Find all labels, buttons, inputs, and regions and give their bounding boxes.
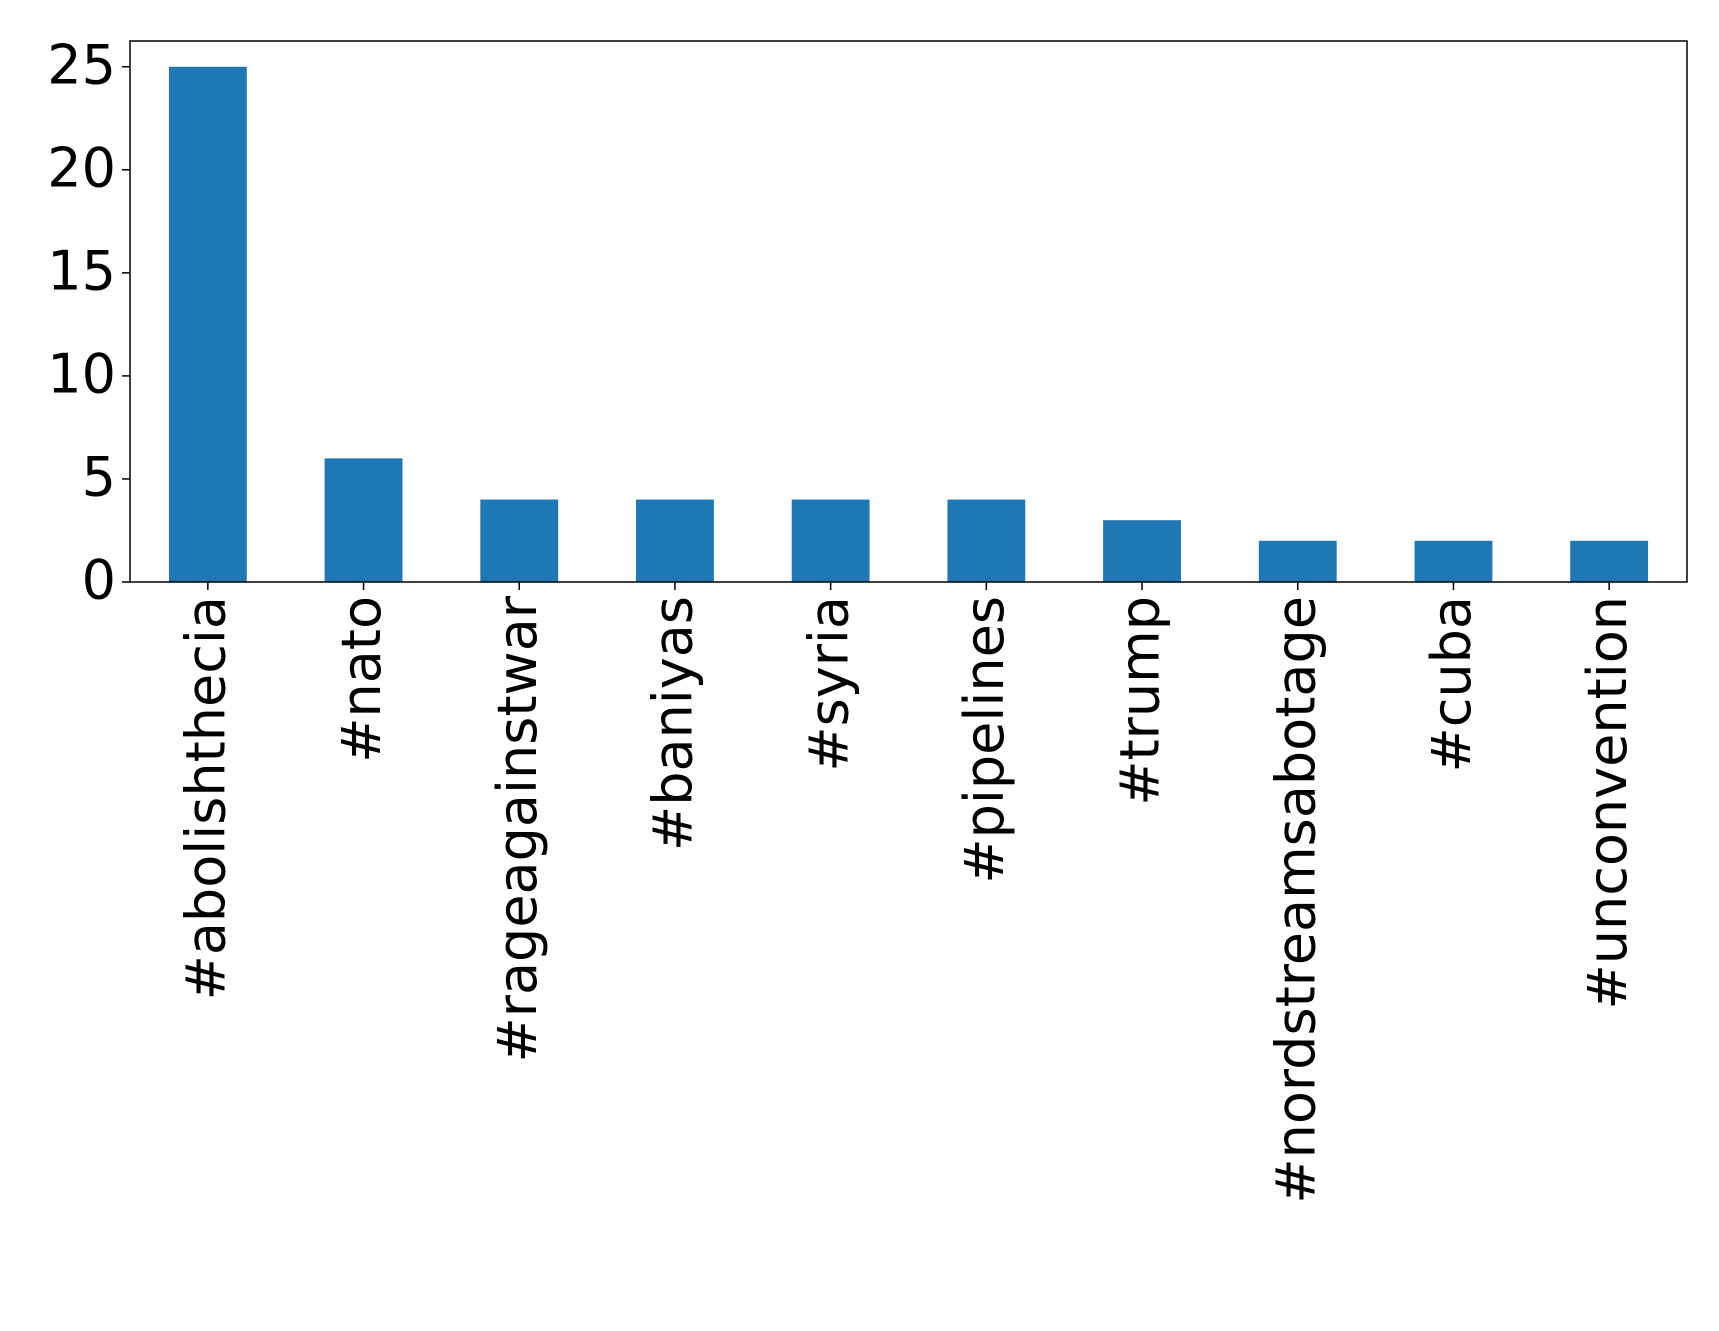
bar: [1103, 520, 1181, 582]
x-tick-label: #baniyas: [642, 596, 705, 851]
x-tick-label: #syria: [797, 596, 860, 772]
bar: [480, 499, 559, 582]
y-tick-label: 15: [47, 239, 116, 302]
x-tick-label: #unconvention: [1576, 596, 1639, 1010]
y-tick-label: 0: [82, 549, 116, 612]
bar: [168, 66, 247, 582]
bar: [791, 499, 870, 582]
bar: [1570, 540, 1649, 582]
x-tick-label: #nordstreamsabotage: [1264, 596, 1327, 1204]
bar: [947, 499, 1026, 582]
bar: [1258, 540, 1337, 582]
x-tick-label: #cuba: [1420, 596, 1483, 773]
bar: [1414, 540, 1493, 582]
plot-frame: [129, 40, 1688, 583]
x-tick-label: #abolishthecia: [174, 596, 237, 1000]
y-tick-label: 25: [47, 33, 116, 96]
bar: [324, 458, 403, 582]
x-tick-label: #rageagainstwar: [486, 595, 549, 1062]
x-tick-label: #pipelines: [953, 596, 1016, 884]
y-tick-label: 20: [47, 136, 116, 199]
bar: [636, 499, 714, 582]
x-tick-label: #trump: [1109, 596, 1172, 806]
x-tick-label: #nato: [330, 596, 393, 763]
y-tick-label: 5: [82, 446, 116, 509]
y-tick-label: 10: [47, 343, 116, 406]
